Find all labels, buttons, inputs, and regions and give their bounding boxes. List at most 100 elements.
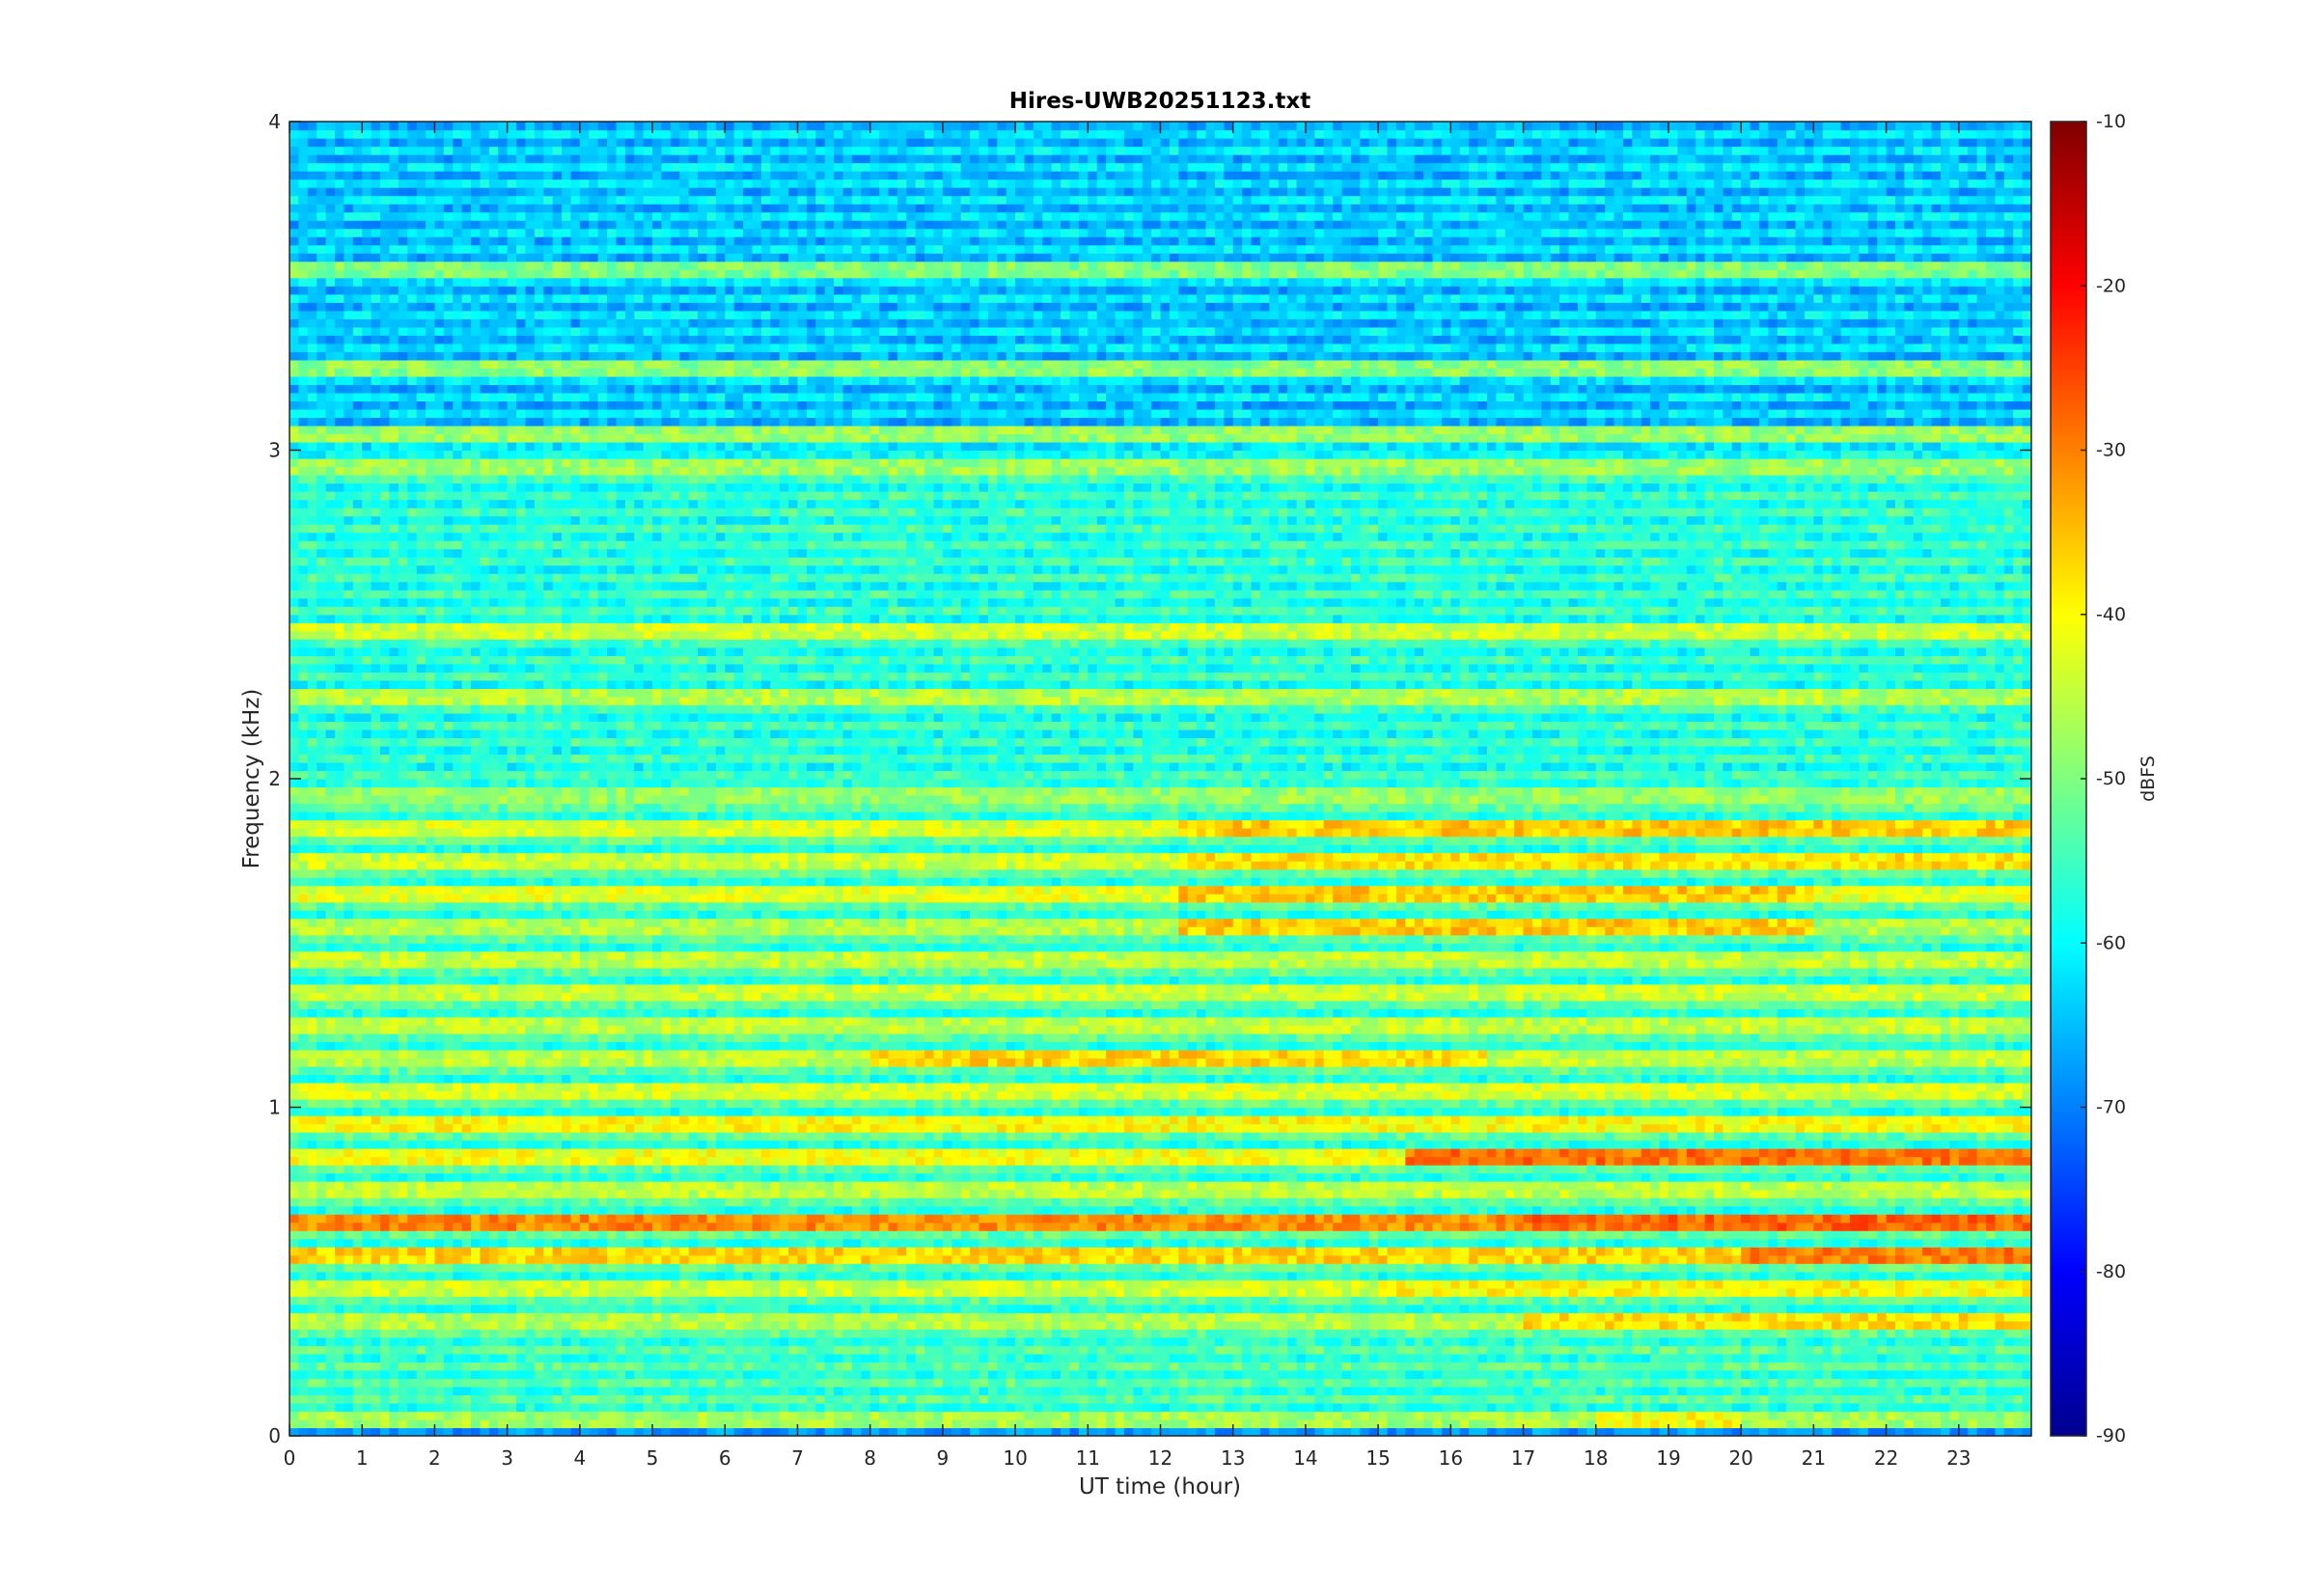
heatmap-cell — [2004, 1329, 2014, 1337]
heatmap-cell — [1569, 1427, 1579, 1436]
heatmap-cell — [1143, 1337, 1152, 1346]
heatmap-cell — [1877, 1370, 1887, 1379]
heatmap-cell — [525, 1263, 535, 1272]
heatmap-cell — [1677, 1394, 1687, 1403]
heatmap-cell — [489, 1337, 499, 1346]
heatmap-cell — [1668, 1419, 1678, 1428]
heatmap-cell — [1841, 1411, 1851, 1419]
heatmap-cell — [906, 1280, 916, 1288]
heatmap-cell — [1614, 1370, 1624, 1379]
heatmap-cell — [1297, 1272, 1307, 1280]
heatmap-cell — [1569, 1378, 1579, 1387]
heatmap-cell — [1314, 1403, 1324, 1412]
heatmap-cell — [807, 1370, 816, 1379]
heatmap-cell — [1823, 1337, 1833, 1346]
heatmap-cell — [706, 1427, 716, 1436]
heatmap-cell — [480, 1321, 489, 1330]
heatmap-cell — [308, 1354, 317, 1362]
heatmap-cell — [1415, 1329, 1424, 1337]
heatmap-cell — [1188, 1280, 1198, 1288]
heatmap-cell — [797, 1345, 807, 1354]
heatmap-cell — [1052, 1394, 1062, 1403]
heatmap-cell — [906, 1419, 916, 1428]
heatmap-cell — [861, 1403, 870, 1412]
heatmap-cell — [1668, 1305, 1678, 1313]
heatmap-cell — [290, 1394, 299, 1403]
heatmap-cell — [498, 1288, 508, 1297]
heatmap-cell — [480, 1427, 489, 1436]
heatmap-cell — [1677, 1370, 1687, 1379]
heatmap-cell — [1006, 1362, 1016, 1370]
heatmap-cell — [861, 1296, 870, 1305]
heatmap-cell — [1741, 1370, 1751, 1379]
heatmap-cell — [525, 1387, 535, 1395]
heatmap-cell — [634, 1263, 644, 1272]
heatmap-cell — [1006, 1296, 1016, 1305]
heatmap-cell — [1415, 1370, 1424, 1379]
heatmap-cell — [1705, 1419, 1715, 1428]
heatmap-cell — [516, 1296, 526, 1305]
heatmap-cell — [1124, 1403, 1134, 1412]
heatmap-cell — [988, 1378, 998, 1387]
heatmap-cell — [1097, 1411, 1107, 1419]
heatmap-cell — [1705, 1312, 1715, 1321]
heatmap-cell — [761, 1305, 771, 1313]
heatmap-cell — [1006, 1305, 1016, 1313]
heatmap-cell — [353, 1272, 363, 1280]
heatmap-cell — [951, 1288, 961, 1297]
heatmap-cell — [797, 1378, 807, 1387]
heatmap-cell — [1786, 1337, 1796, 1346]
heatmap-cell — [1904, 1288, 1914, 1297]
heatmap-cell — [589, 1419, 598, 1428]
heatmap-cell — [1496, 1329, 1505, 1337]
heatmap-cell — [1034, 1272, 1043, 1280]
heatmap-cell — [580, 1427, 590, 1436]
heatmap-cell — [1423, 1272, 1433, 1280]
heatmap-cell — [1586, 1288, 1596, 1297]
heatmap-cell — [516, 1312, 526, 1321]
heatmap-cell — [1178, 1345, 1188, 1354]
heatmap-cell — [1097, 1354, 1107, 1362]
heatmap-cell — [1786, 1345, 1796, 1354]
heatmap-cell — [2023, 1427, 2032, 1436]
heatmap-cell — [671, 1263, 680, 1272]
heatmap-cell — [1904, 1280, 1914, 1288]
heatmap-cell — [1532, 1345, 1542, 1354]
heatmap-cell — [2004, 1419, 2014, 1428]
heatmap-cell — [453, 1378, 462, 1387]
heatmap-cell — [1478, 1419, 1488, 1428]
heatmap-cell — [1442, 1321, 1451, 1330]
heatmap-cell — [951, 1427, 961, 1436]
heatmap-cell — [1995, 1427, 2004, 1436]
heatmap-cell — [308, 1321, 317, 1330]
heatmap-cell — [1524, 1337, 1533, 1346]
heatmap-cell — [706, 1354, 716, 1362]
heatmap-cell — [1623, 1370, 1633, 1379]
heatmap-cell — [689, 1378, 699, 1387]
heatmap-cell — [661, 1296, 671, 1305]
heatmap-cell — [1959, 1387, 1969, 1395]
heatmap-cell — [598, 1394, 608, 1403]
heatmap-cell — [970, 1378, 979, 1387]
heatmap-cell — [761, 1403, 771, 1412]
heatmap-cell — [1233, 1354, 1243, 1362]
heatmap-cell — [1514, 1394, 1524, 1403]
heatmap-cell — [725, 1354, 734, 1362]
heatmap-cell — [616, 1305, 625, 1313]
heatmap-cell — [870, 1288, 880, 1297]
heatmap-cell — [1578, 1403, 1587, 1412]
heatmap-cell — [1524, 1354, 1533, 1362]
heatmap-cell — [1995, 1419, 2004, 1428]
heatmap-cell — [1623, 1272, 1633, 1280]
heatmap-cell — [1052, 1378, 1062, 1387]
heatmap-cell — [797, 1387, 807, 1395]
heatmap-cell — [1623, 1378, 1633, 1387]
heatmap-cell — [290, 1321, 299, 1330]
heatmap-cell — [298, 1411, 308, 1419]
heatmap-cell — [589, 1345, 598, 1354]
heatmap-cell — [1279, 1419, 1288, 1428]
heatmap-cell — [525, 1312, 535, 1321]
heatmap-cell — [1887, 1354, 1896, 1362]
heatmap-cell — [661, 1370, 671, 1379]
